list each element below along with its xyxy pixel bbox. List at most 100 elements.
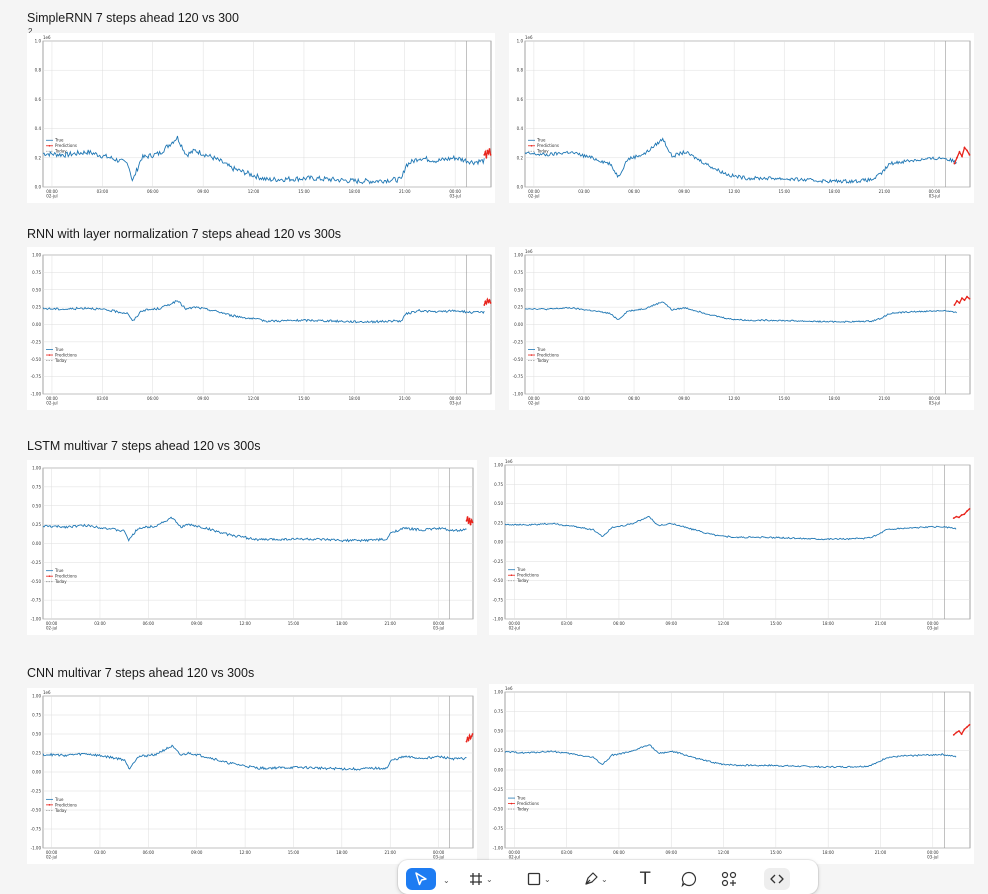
x-tick-label: 21:00 [384,621,396,626]
x-tick-sublabel: 03-jul [929,401,940,406]
y-tick-label: -0.25 [31,789,42,794]
pen-icon [585,872,598,885]
pen-tool[interactable]: ⌄ [583,868,608,890]
prediction-point [966,510,968,513]
prediction-point [968,507,971,510]
legend-label: Predictions [517,573,539,578]
text-tool[interactable]: T [640,868,650,890]
x-tick-sublabel: 02-jul [46,626,57,631]
section-title-lstm: LSTM multivar 7 steps ahead 120 vs 300s [27,439,261,453]
legend-marker [530,144,533,147]
y-tick-label: 1.0 [517,39,524,44]
x-tick-sublabel: 02-jul [46,855,57,860]
prediction-point [956,156,958,159]
x-tick-label: 18:00 [349,396,361,401]
move-tool[interactable] [406,868,436,890]
y-tick-label: -1.00 [493,617,504,622]
y-tick-label: -0.25 [31,560,42,565]
y-tick-label: 1.00 [32,253,41,258]
x-tick-label: 12:00 [728,396,740,401]
prediction-point [483,153,486,156]
y-tick-label: -0.50 [493,578,504,583]
y-tick-label: 1.00 [32,694,41,699]
y-tick-label: 0.6 [35,97,42,102]
x-tick-label: 09:00 [197,396,209,401]
move-tool-caret[interactable]: ⌄ [443,876,450,885]
x-tick-label: 03:00 [94,621,106,626]
y-tick-label: -0.75 [493,826,504,831]
prediction-point [958,302,961,304]
chart-svg: 1e6 -1.00 -0.75 -0.50 -0.25 0.00 0.25 0.50 0.75 1… [493,459,971,631]
prediction-point [484,151,487,153]
y-tick-label: 0.75 [32,270,41,275]
legend-label: True [54,347,64,352]
frame-tool[interactable]: ⌄ [468,868,493,890]
legend-marker [510,802,513,805]
y-tick-label: 0.25 [494,748,503,753]
y-tick-label: 0.25 [32,751,41,756]
x-tick-label: 18:00 [829,396,841,401]
y-tick-label: 0.75 [32,484,41,489]
y-tick-label: -1.00 [513,392,524,397]
dev-mode-tool[interactable] [764,868,790,890]
y-tick-label: 0.25 [32,305,41,310]
prediction-point [961,297,963,299]
actions-tool[interactable] [720,868,738,890]
prediction-point [486,149,489,152]
legend-label: True [536,138,546,143]
y-tick-label: -1.00 [31,617,42,622]
y-tick-label: 0.00 [494,768,503,773]
x-tick-sublabel: 02-jul [528,194,539,199]
x-tick-label: 00:00 [509,621,521,626]
legend-label: Today [54,358,67,363]
x-tick-sublabel: 03-jul [450,194,461,199]
y-tick-label: 1.00 [514,253,523,258]
shape-tool[interactable]: ⌄ [526,868,551,890]
prediction-point [465,740,468,743]
y-tick-label: 0.8 [517,68,524,73]
prediction-point [468,517,471,520]
chart-svg: 1e6 -1.00 -0.75 -0.50 -0.25 0.00 0.25 0.50 0.75 1… [31,690,474,860]
prediction-point [968,297,971,300]
prediction-point [484,300,487,303]
x-tick-label: 06:00 [143,850,155,855]
x-tick-label: 09:00 [191,850,203,855]
prediction-point [958,730,960,732]
prediction-point [952,734,955,736]
y-tick-label: 0.50 [494,501,503,506]
true-series-line [524,301,957,324]
prediction-point [961,155,963,158]
y-tick-label: 0.50 [514,287,523,292]
x-tick-label: 06:00 [613,850,625,855]
legend-label: Today [516,578,529,583]
x-tick-label: 03:00 [561,850,573,855]
components-icon [721,871,737,887]
y-tick-label: 0.25 [494,520,503,525]
y-tick-label: 0.6 [517,97,524,102]
code-icon [770,874,784,884]
x-tick-sublabel: 03-jul [927,626,938,631]
legend-label: Predictions [55,143,77,148]
y-tick-label: -0.75 [513,374,524,379]
prediction-point [470,735,473,738]
prediction-point [955,731,958,734]
x-tick-label: 00:00 [449,189,461,194]
prediction-point [966,726,968,728]
comment-tool[interactable] [680,868,698,890]
x-tick-label: 06:00 [628,396,640,401]
prediction-point [489,153,492,156]
x-tick-label: 03:00 [97,189,109,194]
prediction-point [968,153,971,156]
y-tick-label: 0.75 [494,482,503,487]
x-tick-label: 09:00 [197,189,209,194]
x-tick-label: 21:00 [875,621,887,626]
legend-label: Predictions [55,802,77,807]
prediction-point [968,723,971,726]
x-tick-label: 00:00 [929,396,941,401]
true-series-line [504,744,957,769]
prediction-point [956,299,958,302]
x-tick-label: 12:00 [718,850,730,855]
x-tick-label: 21:00 [384,850,396,855]
y-tick-label: 0.00 [32,541,41,546]
